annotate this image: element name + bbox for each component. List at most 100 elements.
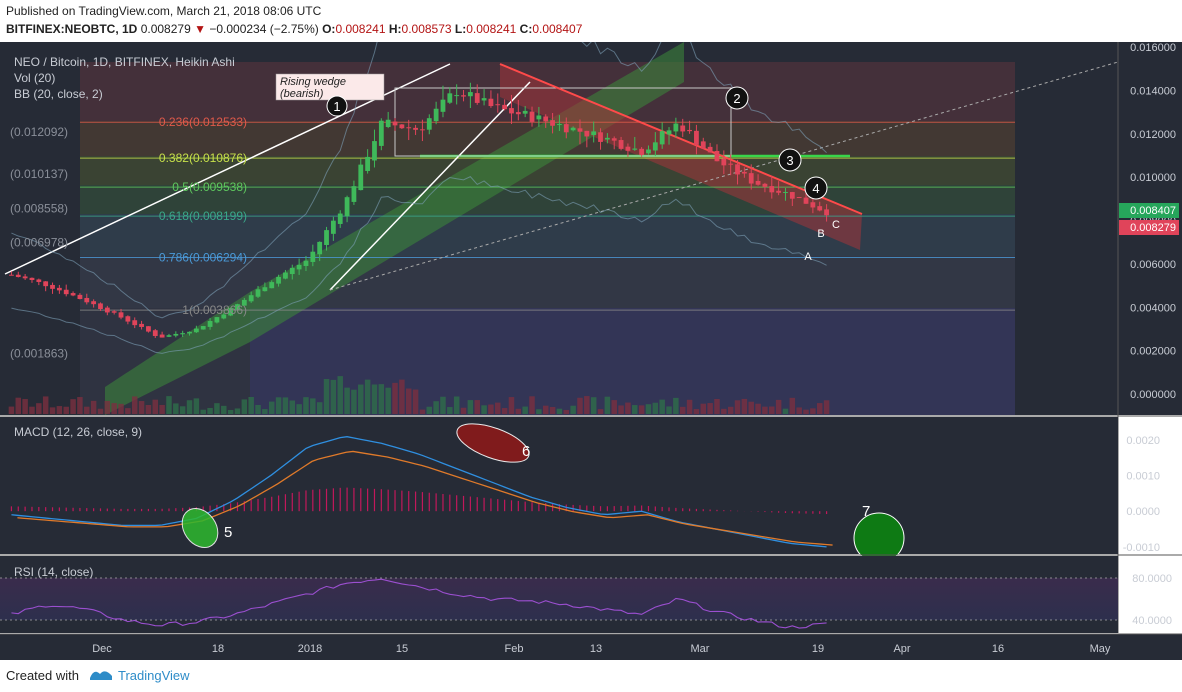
- candle-body: [529, 111, 535, 122]
- candle-body: [741, 171, 747, 174]
- candle-body: [591, 131, 597, 136]
- wedge-note-box[interactable]: [275, 73, 385, 101]
- time-tick: May: [1090, 643, 1111, 655]
- macd-tick: -0.0010: [1123, 542, 1160, 554]
- candle-body: [283, 272, 288, 279]
- projection-zone: [250, 308, 1015, 415]
- marker-1-label: 1: [333, 99, 340, 114]
- candle-body: [426, 118, 432, 130]
- candle-body: [557, 124, 562, 126]
- volume-bar: [296, 404, 302, 414]
- marker-7-label: 7: [862, 503, 870, 520]
- candle-body: [187, 331, 192, 334]
- volume-bar: [460, 407, 467, 414]
- candle-body: [159, 334, 165, 338]
- trend-projection-line: [329, 61, 1119, 291]
- tradingview-logo-icon[interactable]: [88, 666, 114, 684]
- volume-bar: [727, 406, 734, 414]
- volume-bar: [549, 406, 556, 414]
- chart-header: Published on TradingView.com, March 21, …: [0, 0, 1182, 42]
- marker-2-label: 2: [733, 91, 740, 106]
- volume-bar: [570, 405, 576, 414]
- volume-bar: [789, 397, 796, 414]
- candle-body: [70, 293, 76, 296]
- price-tick: 0.012000: [1130, 129, 1176, 141]
- fib-band-786: [80, 256, 1015, 308]
- candle-body: [611, 138, 617, 141]
- left-scale-label: (0.012092): [10, 125, 68, 139]
- candle-body: [474, 93, 480, 103]
- candle-body: [406, 127, 412, 129]
- volume-bar: [426, 406, 433, 414]
- volume-bar: [56, 406, 63, 414]
- volume-bar: [262, 409, 268, 414]
- candle-body: [221, 314, 227, 319]
- volume-bar: [645, 404, 652, 414]
- time-tick: Apr: [893, 643, 910, 655]
- ascending-channel: [105, 42, 684, 415]
- marker-4[interactable]: [804, 176, 828, 200]
- published-line: Published on TradingView.com, March 21, …: [6, 4, 322, 18]
- marker-5-ellipse[interactable]: [175, 502, 225, 555]
- candle-body: [748, 173, 754, 184]
- last-price-tag-label: 0.008279: [1130, 222, 1176, 234]
- marker-6-ellipse[interactable]: [452, 416, 534, 470]
- time-tick: 2018: [298, 643, 322, 655]
- macd-pane: [0, 417, 1118, 554]
- candle-body: [173, 333, 179, 336]
- candle-body: [735, 164, 740, 175]
- fib-labels: 0.236(0.012533) 0.382(0.010876) 0.5(0.0095…: [159, 115, 247, 317]
- chart-canvas[interactable]: Rising wedge (bearish) 1 2 3 4 A B C 0.2…: [0, 42, 1182, 660]
- candle-body: [721, 158, 727, 166]
- wedge-lower-line[interactable]: [329, 81, 531, 291]
- candle-body: [803, 197, 809, 204]
- rsi-band: [0, 578, 1118, 620]
- candle-body: [454, 95, 460, 97]
- volume-bar: [529, 396, 535, 414]
- volume-bar: [173, 403, 179, 414]
- volume-bar: [536, 409, 542, 414]
- candle-body: [337, 213, 343, 224]
- candle-body: [632, 148, 638, 150]
- fib-label: 0.236(0.012533): [159, 115, 247, 129]
- volume-bar: [495, 402, 501, 414]
- open-value: 0.008241: [335, 22, 386, 36]
- candle-body: [550, 120, 555, 126]
- bb-lower: [11, 176, 827, 354]
- time-tick: 19: [812, 643, 824, 655]
- volume-bar: [166, 396, 172, 414]
- candle-body: [625, 146, 631, 151]
- candle-body: [783, 191, 788, 193]
- time-axis-ticks: Dec 18 2018 15 Feb 13 Mar 19 Apr 16 May: [92, 643, 1111, 655]
- tradingview-link[interactable]: TradingView: [118, 668, 190, 683]
- candle-body: [207, 320, 213, 327]
- volume-bar: [159, 404, 165, 414]
- volume-bar: [597, 409, 604, 414]
- candle-body: [303, 260, 309, 266]
- open-label: O:: [322, 22, 336, 36]
- volume-bar: [289, 400, 296, 414]
- volume-bar: [412, 389, 419, 414]
- marker-2[interactable]: [725, 86, 749, 110]
- marker-3[interactable]: [778, 148, 802, 172]
- downtrend-line[interactable]: [499, 63, 863, 215]
- symbol-label: BITFINEX:NEOBTC, 1D: [6, 22, 138, 36]
- time-tick: 15: [396, 643, 408, 655]
- candle-body: [680, 125, 686, 132]
- time-axis[interactable]: [0, 634, 1182, 660]
- volume-bar: [721, 408, 727, 414]
- candle-body: [248, 295, 254, 302]
- candle-body: [488, 98, 494, 107]
- candle-body: [132, 320, 138, 326]
- ticker-line: BITFINEX:NEOBTC, 1D 0.008279 ▼ −0.000234…: [6, 22, 582, 36]
- volume-bar: [686, 399, 693, 414]
- candle-body: [29, 277, 35, 281]
- candle-body: [91, 301, 97, 305]
- marker-1[interactable]: [326, 95, 348, 117]
- volume-bar: [152, 399, 159, 414]
- volume-bar: [131, 396, 138, 414]
- volume-bar: [310, 398, 316, 414]
- volume-bar: [542, 405, 549, 414]
- volume-bar: [440, 396, 446, 414]
- candle-body: [262, 287, 268, 292]
